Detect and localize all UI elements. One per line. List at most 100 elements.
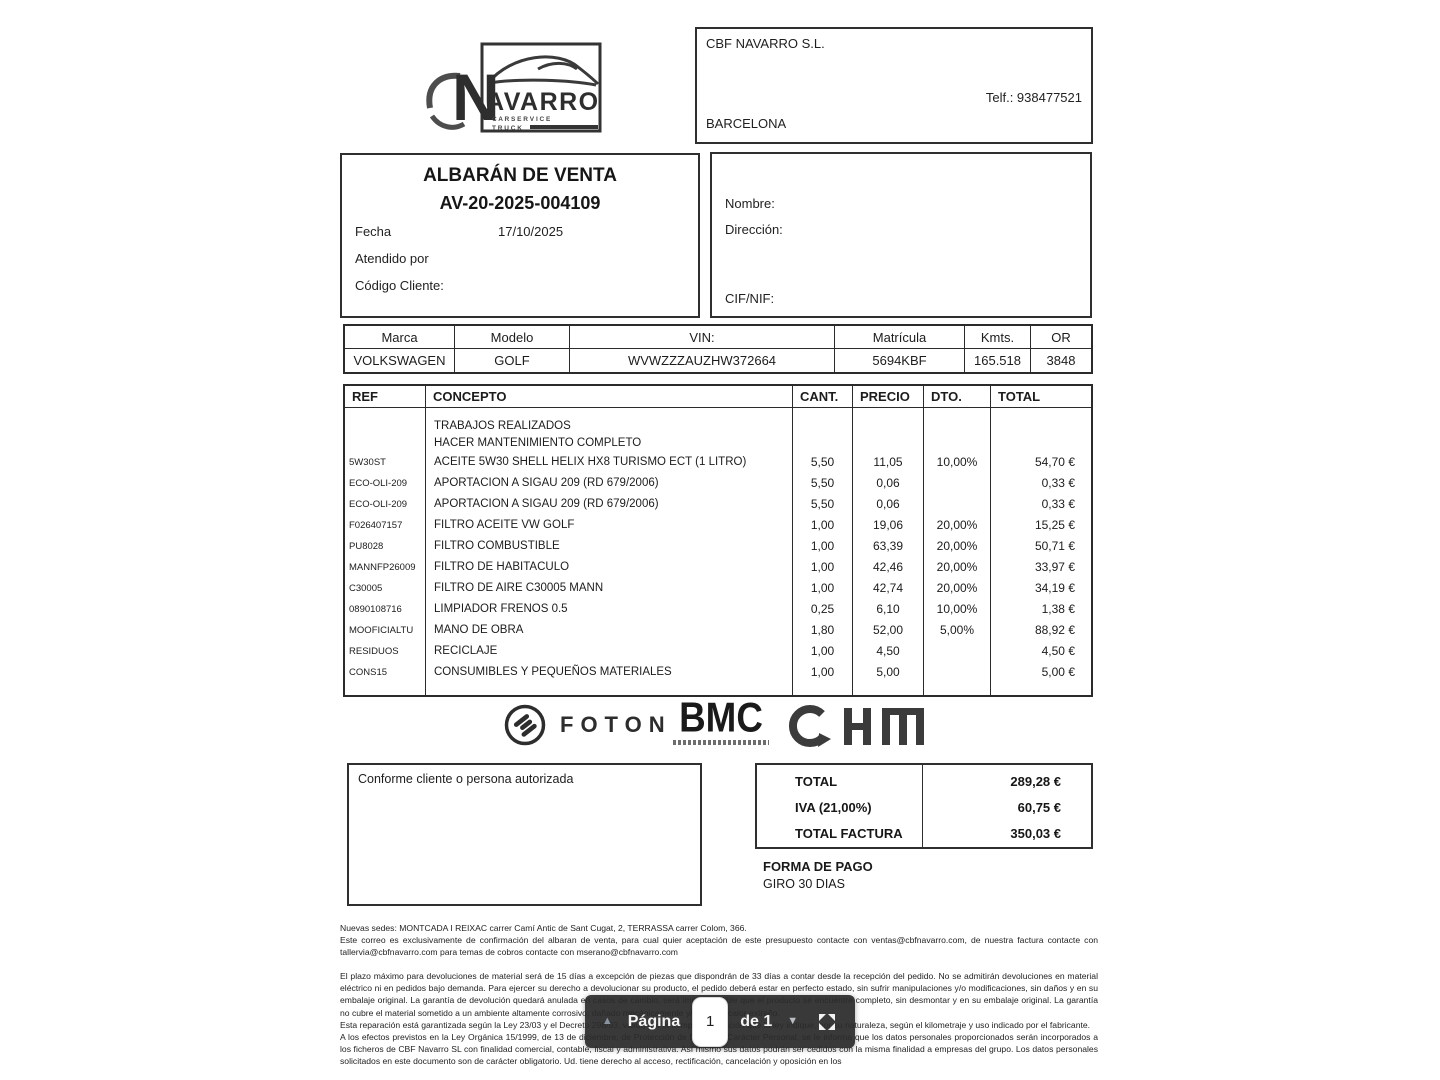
pagina-label: Página [627,1012,681,1030]
items-header-cell: CANT. [793,386,853,408]
note-row: TRABAJOS REALIZADOS [345,418,1091,435]
previous-page-button[interactable]: ▲ [599,1014,616,1029]
bmc-subtext-illegible [673,740,769,745]
note-text: HACER MANTENIMIENTO COMPLETO [426,435,793,452]
item-concepto: FILTRO DE HABITACULO [426,557,793,578]
item-precio: 19,06 [853,515,924,536]
fullscreen-icon [819,1013,836,1030]
item-cantidad: 1,00 [793,515,853,536]
item-cantidad: 1,80 [793,620,853,641]
item-descuento: 20,00% [924,536,991,557]
cif-nif-label: CIF/NIF: [725,291,775,306]
item-precio: 63,39 [853,536,924,557]
company-phone: Telf.: 938477521 [985,90,1082,105]
item-row: RESIDUOS RECICLAJE 1,00 4,50 4,50 € [345,641,1091,662]
item-row: MOOFICIALTU MANO DE OBRA 1,80 52,00 5,00… [345,620,1091,641]
item-total: 5,00 € [1041,665,1075,679]
item-concepto: CONSUMIBLES Y PEQUEÑOS MATERIALES [426,662,793,683]
item-total: 34,19 € [1034,581,1075,595]
items-header-cell: CONCEPTO [426,386,793,408]
document-number: AV-20-2025-004109 [439,193,601,213]
item-cantidad: 5,50 [793,473,853,494]
totals-row: TOTAL FACTURA 350,03 € [757,817,1091,847]
next-page-button[interactable]: ▼ [784,1014,801,1029]
item-precio: 0,06 [853,494,924,515]
codigo-cliente-label: Código Cliente: [355,278,444,293]
item-concepto: FILTRO DE AIRE C30005 MANN [426,578,793,599]
direccion-label: Dirección: [725,222,783,237]
item-cantidad: 1,00 [793,662,853,683]
item-concepto: FILTRO ACEITE VW GOLF [426,515,793,536]
item-total: 88,92 € [1034,623,1075,637]
vehicle-value-cell: 3848 [1046,353,1076,368]
item-cantidad: 5,50 [793,452,853,473]
vehicle-header-cell: Modelo [455,326,570,349]
item-descuento [924,662,991,683]
vehicle-header-cell: Matrícula [835,326,965,349]
item-row: C30005 FILTRO DE AIRE C30005 MANN 1,00 4… [345,578,1091,599]
item-descuento [924,494,991,515]
item-precio: 0,06 [853,473,924,494]
item-descuento: 20,00% [924,515,991,536]
item-ref: C30005 [345,578,426,599]
item-concepto: ACEITE 5W30 SHELL HELIX HX8 TURISMO ECT … [426,452,793,473]
payment-value: GIRO 30 DIAS [763,877,845,891]
item-ref: MOOFICIALTU [345,620,426,641]
item-cantidad: 1,00 [793,578,853,599]
albaran-info-box: ALBARÁN DE VENTA AV-20-2025-004109 Fecha… [340,153,700,318]
brand-logos-row: FOTON BMC [340,695,1093,757]
fecha-label: Fecha [355,224,392,239]
logo-wordmark: AVARRO [486,88,600,116]
items-header-cell: DTO. [924,386,991,408]
vehicle-value-cell: 165.518 [965,349,1031,372]
item-descuento: 20,00% [924,578,991,599]
totals-row: TOTAL 289,28 € [757,765,1091,795]
items-table-header: REF CONCEPTO CANT. PRECIO DTO. TOTAL [345,386,1091,408]
nombre-label: Nombre: [725,196,775,211]
note-row: HACER MANTENIMIENTO COMPLETO [345,435,1091,452]
item-precio: 42,46 [853,557,924,578]
atendido-label: Atendido por [355,251,429,266]
item-concepto: LIMPIADOR FRENOS 0.5 [426,599,793,620]
items-rows: 5W30ST ACEITE 5W30 SHELL HELIX HX8 TURIS… [345,452,1091,683]
items-table-bottom-spacer [345,683,1091,695]
fullscreen-button[interactable] [813,1009,841,1035]
totals-label: TOTAL FACTURA [795,826,903,841]
item-total: 50,71 € [1034,539,1075,553]
items-table-spacer [345,408,1091,418]
item-row: 5W30ST ACEITE 5W30 SHELL HELIX HX8 TURIS… [345,452,1091,473]
totals-label: TOTAL [795,774,838,789]
item-ref: 5W30ST [345,452,426,473]
ohm-emblem-icon [788,705,924,747]
page-number-input[interactable] [692,996,729,1047]
item-concepto: RECICLAJE [426,641,793,662]
item-concepto: MANO DE OBRA [426,620,793,641]
item-precio: 6,10 [853,599,924,620]
item-precio: 52,00 [853,620,924,641]
vehicle-header-cell: VIN: [570,326,835,349]
vehicle-header-cell: Marca [345,326,455,349]
item-ref: F026407157 [345,515,426,536]
document-title: ALBARÁN DE VENTA [423,165,617,186]
item-row: 0890108716 LIMPIADOR FRENOS 0.5 0,25 6,1… [345,599,1091,620]
item-concepto: FILTRO COMBUSTIBLE [426,536,793,557]
payment-title: FORMA DE PAGO [763,859,873,874]
item-descuento: 5,00% [924,620,991,641]
pdf-page-toolbar: ▲ Página de 1 ▼ [585,995,855,1048]
item-cantidad: 0,25 [793,599,853,620]
item-total: 4,50 € [1041,644,1075,658]
items-note-rows: TRABAJOS REALIZADOS HACER MANTENIMIENTO … [345,418,1091,452]
vehicle-value-cell: VOLKSWAGEN [345,349,455,372]
item-total: 54,70 € [1034,455,1075,469]
logo-subtitle-truck: T R U C K [492,125,522,132]
item-cantidad: 1,00 [793,641,853,662]
item-ref: RESIDUOS [345,641,426,662]
ohm-logo [788,702,928,755]
item-total: 15,25 € [1034,518,1075,532]
item-ref: 0890108716 [345,599,426,620]
foton-wordmark: FOTON [560,712,672,737]
item-descuento: 10,00% [924,599,991,620]
note-text: TRABAJOS REALIZADOS [426,418,793,435]
navarro-logo: N AVARRO C A R S E R V I C E T R U C K [426,42,602,134]
item-cantidad: 1,00 [793,536,853,557]
